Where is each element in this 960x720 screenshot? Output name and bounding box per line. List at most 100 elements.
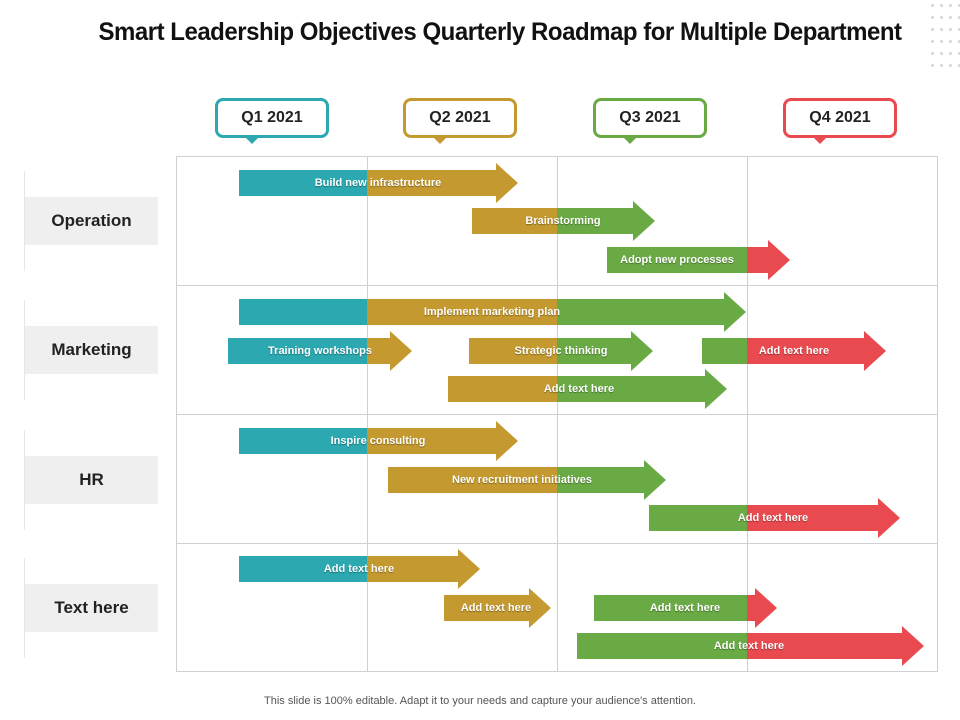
arrow-segment [747,595,755,621]
arrow-segment [557,338,631,364]
arrow-segment [367,170,496,196]
arrow-segment [444,595,529,621]
task-label: Add text here [460,602,532,614]
task-label: Add text here [737,512,809,524]
arrow-head [878,498,900,538]
arrow-segment [649,505,747,531]
arrow-segment [239,299,367,325]
arrow-head [496,163,518,203]
quarter-text: Q1 2021 [241,109,303,126]
task-arrow: Training workshops [228,331,412,371]
arrow-segment [577,633,747,659]
arrow-segment [557,208,633,234]
arrow-segment [702,338,747,364]
callout-pointer [432,136,448,144]
task-arrow: Add text here [448,369,727,409]
task-label: Inspire consulting [330,435,426,447]
task-arrow: Add text here [702,331,886,371]
quarter-label-2: Q2 2021 [403,98,517,144]
department-label: Marketing [25,326,158,374]
department-accent-line [24,430,25,530]
arrow-head [633,201,655,241]
department-accent-line [24,171,25,271]
arrow-segment [239,556,367,582]
callout-pointer [812,136,828,144]
arrow-head [724,292,746,332]
arrow-segment [367,299,557,325]
arrow-segment [228,338,367,364]
department-accent-line [24,558,25,658]
arrow-segment [367,338,390,364]
arrow-segment [557,467,644,493]
arrow-segment [239,428,367,454]
task-label: Brainstorming [525,215,601,227]
task-arrow: Inspire consulting [239,421,518,461]
arrow-segment [448,376,557,402]
quarter-text: Q2 2021 [429,109,491,126]
footer-note: This slide is 100% editable. Adapt it to… [264,695,696,707]
task-label: Build new infrastructure [314,177,442,189]
arrow-segment [594,595,747,621]
arrow-segment [388,467,557,493]
task-label: Add text here [543,383,615,395]
arrow-segment [747,633,902,659]
grid-divider [176,414,938,415]
arrow-segment [747,247,768,273]
task-arrow: Brainstorming [472,201,655,241]
task-arrow: Adopt new processes [607,240,790,280]
quarter-text: Q3 2021 [619,109,681,126]
callout-pointer [622,136,638,144]
arrow-head [705,369,727,409]
task-label: Add text here [649,602,721,614]
arrow-head [864,331,886,371]
task-arrow: Add text here [594,588,777,628]
department-accent-line [24,300,25,400]
arrow-segment [239,170,367,196]
grid-divider [176,543,938,544]
arrow-segment [747,505,878,531]
arrow-head [458,549,480,589]
arrow-segment [367,428,496,454]
task-label: Add text here [758,345,830,357]
arrow-segment [472,208,557,234]
task-label: Add text here [713,640,785,652]
arrow-segment [607,247,747,273]
callout-pointer [244,136,260,144]
arrow-head [496,421,518,461]
task-label: Training workshops [268,345,372,357]
arrow-head [768,240,790,280]
task-arrow: Add text here [577,626,924,666]
arrow-head [755,588,777,628]
quarter-label-3: Q3 2021 [593,98,707,144]
arrow-head [529,588,551,628]
arrow-segment [469,338,557,364]
grid-divider [176,285,938,286]
task-arrow: New recruitment initiatives [388,460,666,500]
arrow-head [631,331,653,371]
slide-title: Smart Leadership Objectives Quarterly Ro… [98,18,902,46]
task-arrow: Add text here [649,498,900,538]
arrow-segment [557,376,705,402]
arrow-head [390,331,412,371]
quarter-label-4: Q4 2021 [783,98,897,144]
arrow-segment [747,338,864,364]
department-label: Text here [25,584,158,632]
task-label: Adopt new processes [620,254,734,266]
task-label: Implement marketing plan [423,306,561,318]
arrow-head [902,626,924,666]
task-label: Strategic thinking [514,345,608,357]
task-arrow: Add text here [444,588,551,628]
task-arrow: Implement marketing plan [239,292,746,332]
task-label: Add text here [323,563,395,575]
arrow-segment [557,299,724,325]
department-label: Operation [25,197,158,245]
arrow-segment [367,556,458,582]
quarter-text: Q4 2021 [809,109,871,126]
task-arrow: Add text here [239,549,480,589]
department-label: HR [25,456,158,504]
quarter-label-1: Q1 2021 [215,98,329,144]
task-arrow: Strategic thinking [469,331,653,371]
task-arrow: Build new infrastructure [239,163,518,203]
arrow-head [644,460,666,500]
task-label: New recruitment initiatives [452,474,592,486]
